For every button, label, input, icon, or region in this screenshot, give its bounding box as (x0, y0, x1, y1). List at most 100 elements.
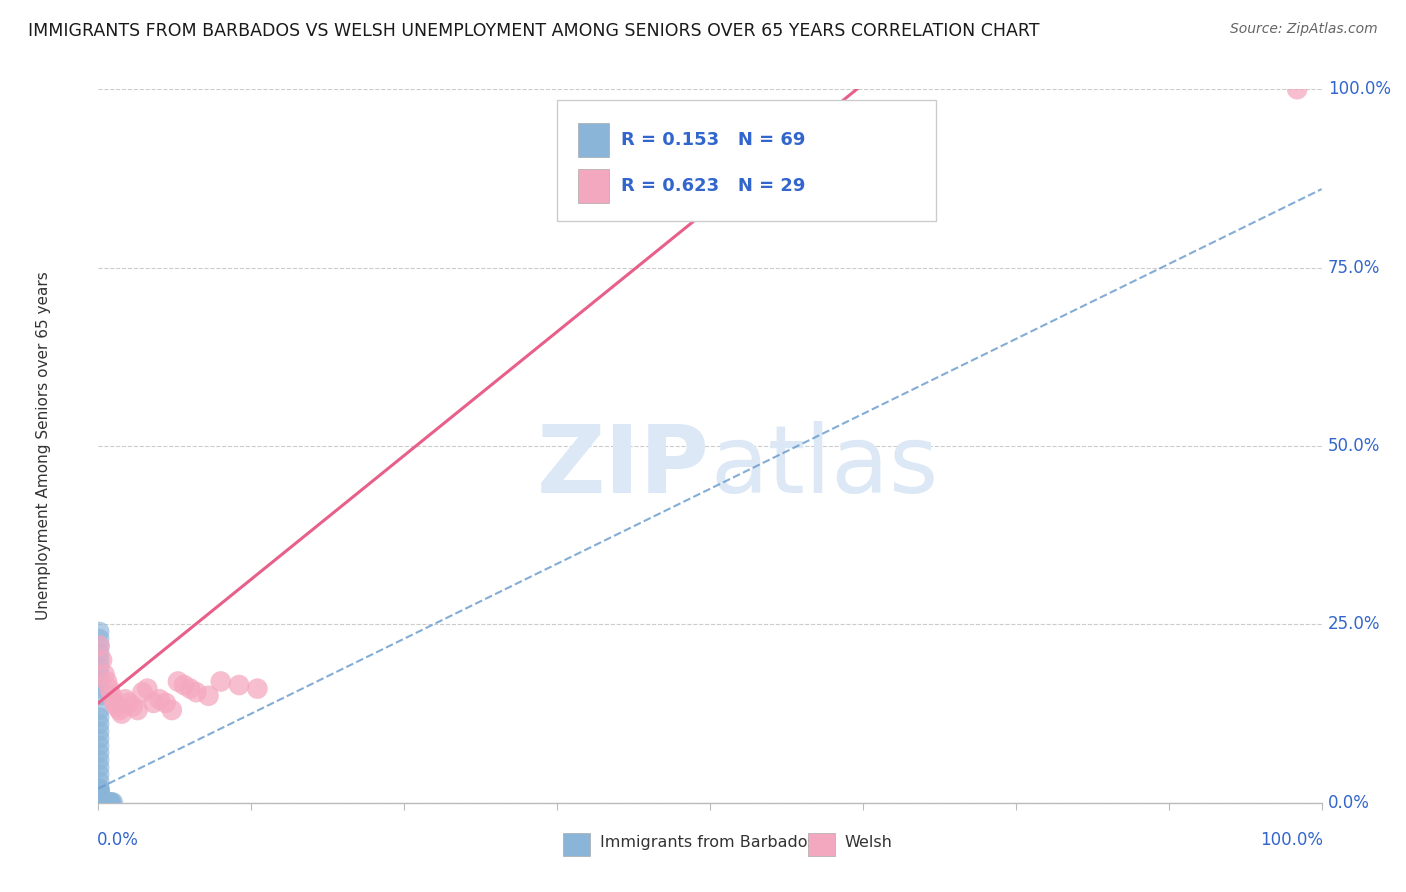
Point (89, 717, 111, 731)
Point (89, 783, 111, 797)
Point (89, 789, 111, 804)
Point (89, 667, 111, 681)
FancyBboxPatch shape (557, 100, 936, 221)
Point (89, 767, 111, 781)
Point (89, 781, 111, 796)
Text: 25.0%: 25.0% (1327, 615, 1381, 633)
Text: ZIP: ZIP (537, 421, 710, 514)
Point (160, 703, 183, 717)
Point (101, 689, 124, 703)
Text: IMMIGRANTS FROM BARBADOS VS WELSH UNEMPLOYMENT AMONG SENIORS OVER 65 YEARS CORRE: IMMIGRANTS FROM BARBADOS VS WELSH UNEMPL… (28, 22, 1039, 40)
Point (89, 753, 111, 767)
Point (155, 696, 177, 710)
Point (100, 795, 122, 809)
Bar (808, 833, 835, 856)
Point (91, 795, 114, 809)
Point (89, 785, 111, 799)
Point (91, 794, 114, 808)
Point (89, 710, 111, 724)
Point (111, 706, 134, 721)
Text: Welsh: Welsh (845, 835, 893, 849)
Text: Unemployment Among Seniors over 65 years: Unemployment Among Seniors over 65 years (37, 272, 51, 620)
Point (97, 795, 120, 809)
Point (89, 639, 111, 653)
Point (89, 689, 111, 703)
Point (101, 795, 124, 809)
Point (89, 624, 111, 639)
Point (89, 760, 111, 774)
Point (96, 795, 118, 809)
Point (89, 746, 111, 760)
Point (89, 660, 111, 674)
Text: R = 0.153   N = 69: R = 0.153 N = 69 (620, 131, 806, 149)
Text: 75.0%: 75.0% (1327, 259, 1381, 277)
Bar (578, 123, 609, 157)
Point (90, 792, 112, 806)
Point (142, 696, 165, 710)
Bar (564, 833, 591, 856)
Point (90, 790, 112, 805)
Point (105, 699, 128, 714)
Point (98, 795, 121, 809)
Point (89, 653, 111, 667)
Point (90, 790, 112, 805)
Point (89, 787, 111, 801)
Point (197, 689, 219, 703)
Point (89, 795, 111, 809)
Point (127, 703, 149, 717)
Point (89, 681, 111, 696)
Point (89, 790, 111, 805)
Point (89, 791, 111, 805)
Text: 50.0%: 50.0% (1327, 437, 1381, 455)
Point (98, 681, 121, 696)
Point (108, 703, 131, 717)
Point (89, 781, 111, 796)
Point (103, 696, 125, 710)
Point (89, 788, 111, 802)
Point (173, 678, 195, 692)
Text: 0.0%: 0.0% (1327, 794, 1369, 812)
Point (93, 794, 115, 808)
Point (89, 774, 111, 789)
Point (93, 795, 115, 809)
Point (89, 724, 111, 739)
Point (121, 699, 143, 714)
Point (90, 794, 112, 808)
Point (89, 639, 111, 653)
Point (246, 681, 269, 696)
Point (89, 783, 111, 797)
Point (91, 794, 114, 808)
Point (94, 795, 117, 809)
Point (131, 685, 153, 699)
Point (91, 794, 114, 808)
Point (89, 786, 111, 800)
Point (167, 674, 190, 689)
Text: 100.0%: 100.0% (1260, 831, 1323, 849)
Point (91, 793, 114, 807)
Point (114, 692, 136, 706)
Point (89, 784, 111, 798)
Point (89, 703, 111, 717)
Point (90, 793, 112, 807)
Point (96, 674, 118, 689)
Point (91, 792, 114, 806)
Text: Immigrants from Barbados: Immigrants from Barbados (600, 835, 815, 849)
Point (89, 646, 111, 660)
Point (118, 696, 141, 710)
Point (89, 674, 111, 689)
Point (89, 789, 111, 803)
Point (1286, 82, 1309, 96)
Point (89, 792, 111, 806)
Point (209, 674, 232, 689)
Point (89, 794, 111, 808)
Bar (578, 169, 609, 203)
Point (89, 739, 111, 753)
Text: R = 0.623   N = 29: R = 0.623 N = 29 (620, 178, 806, 195)
Point (228, 678, 250, 692)
Point (149, 692, 172, 706)
Point (89, 782, 111, 797)
Point (89, 794, 111, 808)
Text: 100.0%: 100.0% (1327, 80, 1391, 98)
Point (179, 681, 201, 696)
Text: Source: ZipAtlas.com: Source: ZipAtlas.com (1230, 22, 1378, 37)
